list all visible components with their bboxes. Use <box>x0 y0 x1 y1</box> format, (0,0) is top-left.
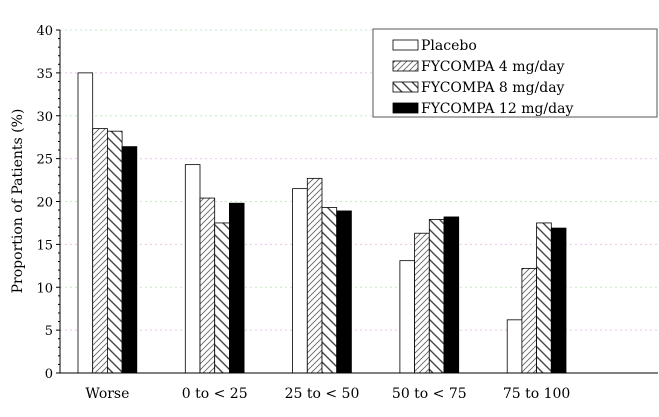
bar <box>428 219 445 374</box>
bar <box>506 319 523 374</box>
bar <box>121 146 138 374</box>
legend-swatch <box>392 81 419 93</box>
bar <box>536 222 552 374</box>
bar <box>107 130 123 374</box>
legend-swatch <box>392 39 419 51</box>
bar <box>199 197 216 374</box>
bar <box>92 128 108 374</box>
bar <box>443 216 460 374</box>
legend-swatch <box>392 102 419 114</box>
legend: Placebo FYCOMPA 4 mg/day FYCOMPA 8 mg/day F… <box>372 28 658 118</box>
bar <box>306 177 323 374</box>
x-tick-label: Worse <box>85 386 129 402</box>
axes: 0 5 10 15 20 25 30 35 40 Worse 0 to < 25 25 to < 50… <box>36 24 658 402</box>
bar <box>336 210 352 374</box>
y-tick-label: 5 <box>45 324 53 339</box>
legend-label: Placebo <box>421 38 477 54</box>
legend-swatch <box>392 60 419 72</box>
x-tick-label: 25 to < 50 <box>285 386 360 402</box>
bars <box>77 72 567 374</box>
bar <box>292 188 308 374</box>
x-tick-label: 75 to 100 <box>503 386 571 402</box>
bar <box>228 202 245 374</box>
bar <box>321 207 338 374</box>
y-axis-label: Proportion of Patients (%) <box>10 109 26 294</box>
y-tick-label: 35 <box>36 67 53 82</box>
bar <box>550 227 567 374</box>
legend-box <box>372 28 658 118</box>
y-tick-label: 30 <box>36 110 53 125</box>
bar <box>77 72 94 374</box>
bar <box>399 260 415 374</box>
bar <box>214 222 230 374</box>
y-tick-label: 15 <box>36 238 53 253</box>
y-tick-label: 10 <box>36 281 53 296</box>
legend-label: FYCOMPA 8 mg/day <box>421 80 565 96</box>
x-tick-label: 0 to < 25 <box>182 386 248 402</box>
legend-label: FYCOMPA 12 mg/day <box>421 101 573 117</box>
x-tick-label: 50 to < 75 <box>392 386 467 402</box>
y-tick-label: 25 <box>36 153 53 168</box>
legend-label: FYCOMPA 4 mg/day <box>421 59 565 75</box>
bar <box>521 267 538 374</box>
y-tick-label: 0 <box>45 367 53 382</box>
bar <box>414 232 430 374</box>
y-tick-label: 20 <box>36 196 53 211</box>
y-tick-label: 40 <box>36 24 53 39</box>
bar <box>184 164 201 374</box>
